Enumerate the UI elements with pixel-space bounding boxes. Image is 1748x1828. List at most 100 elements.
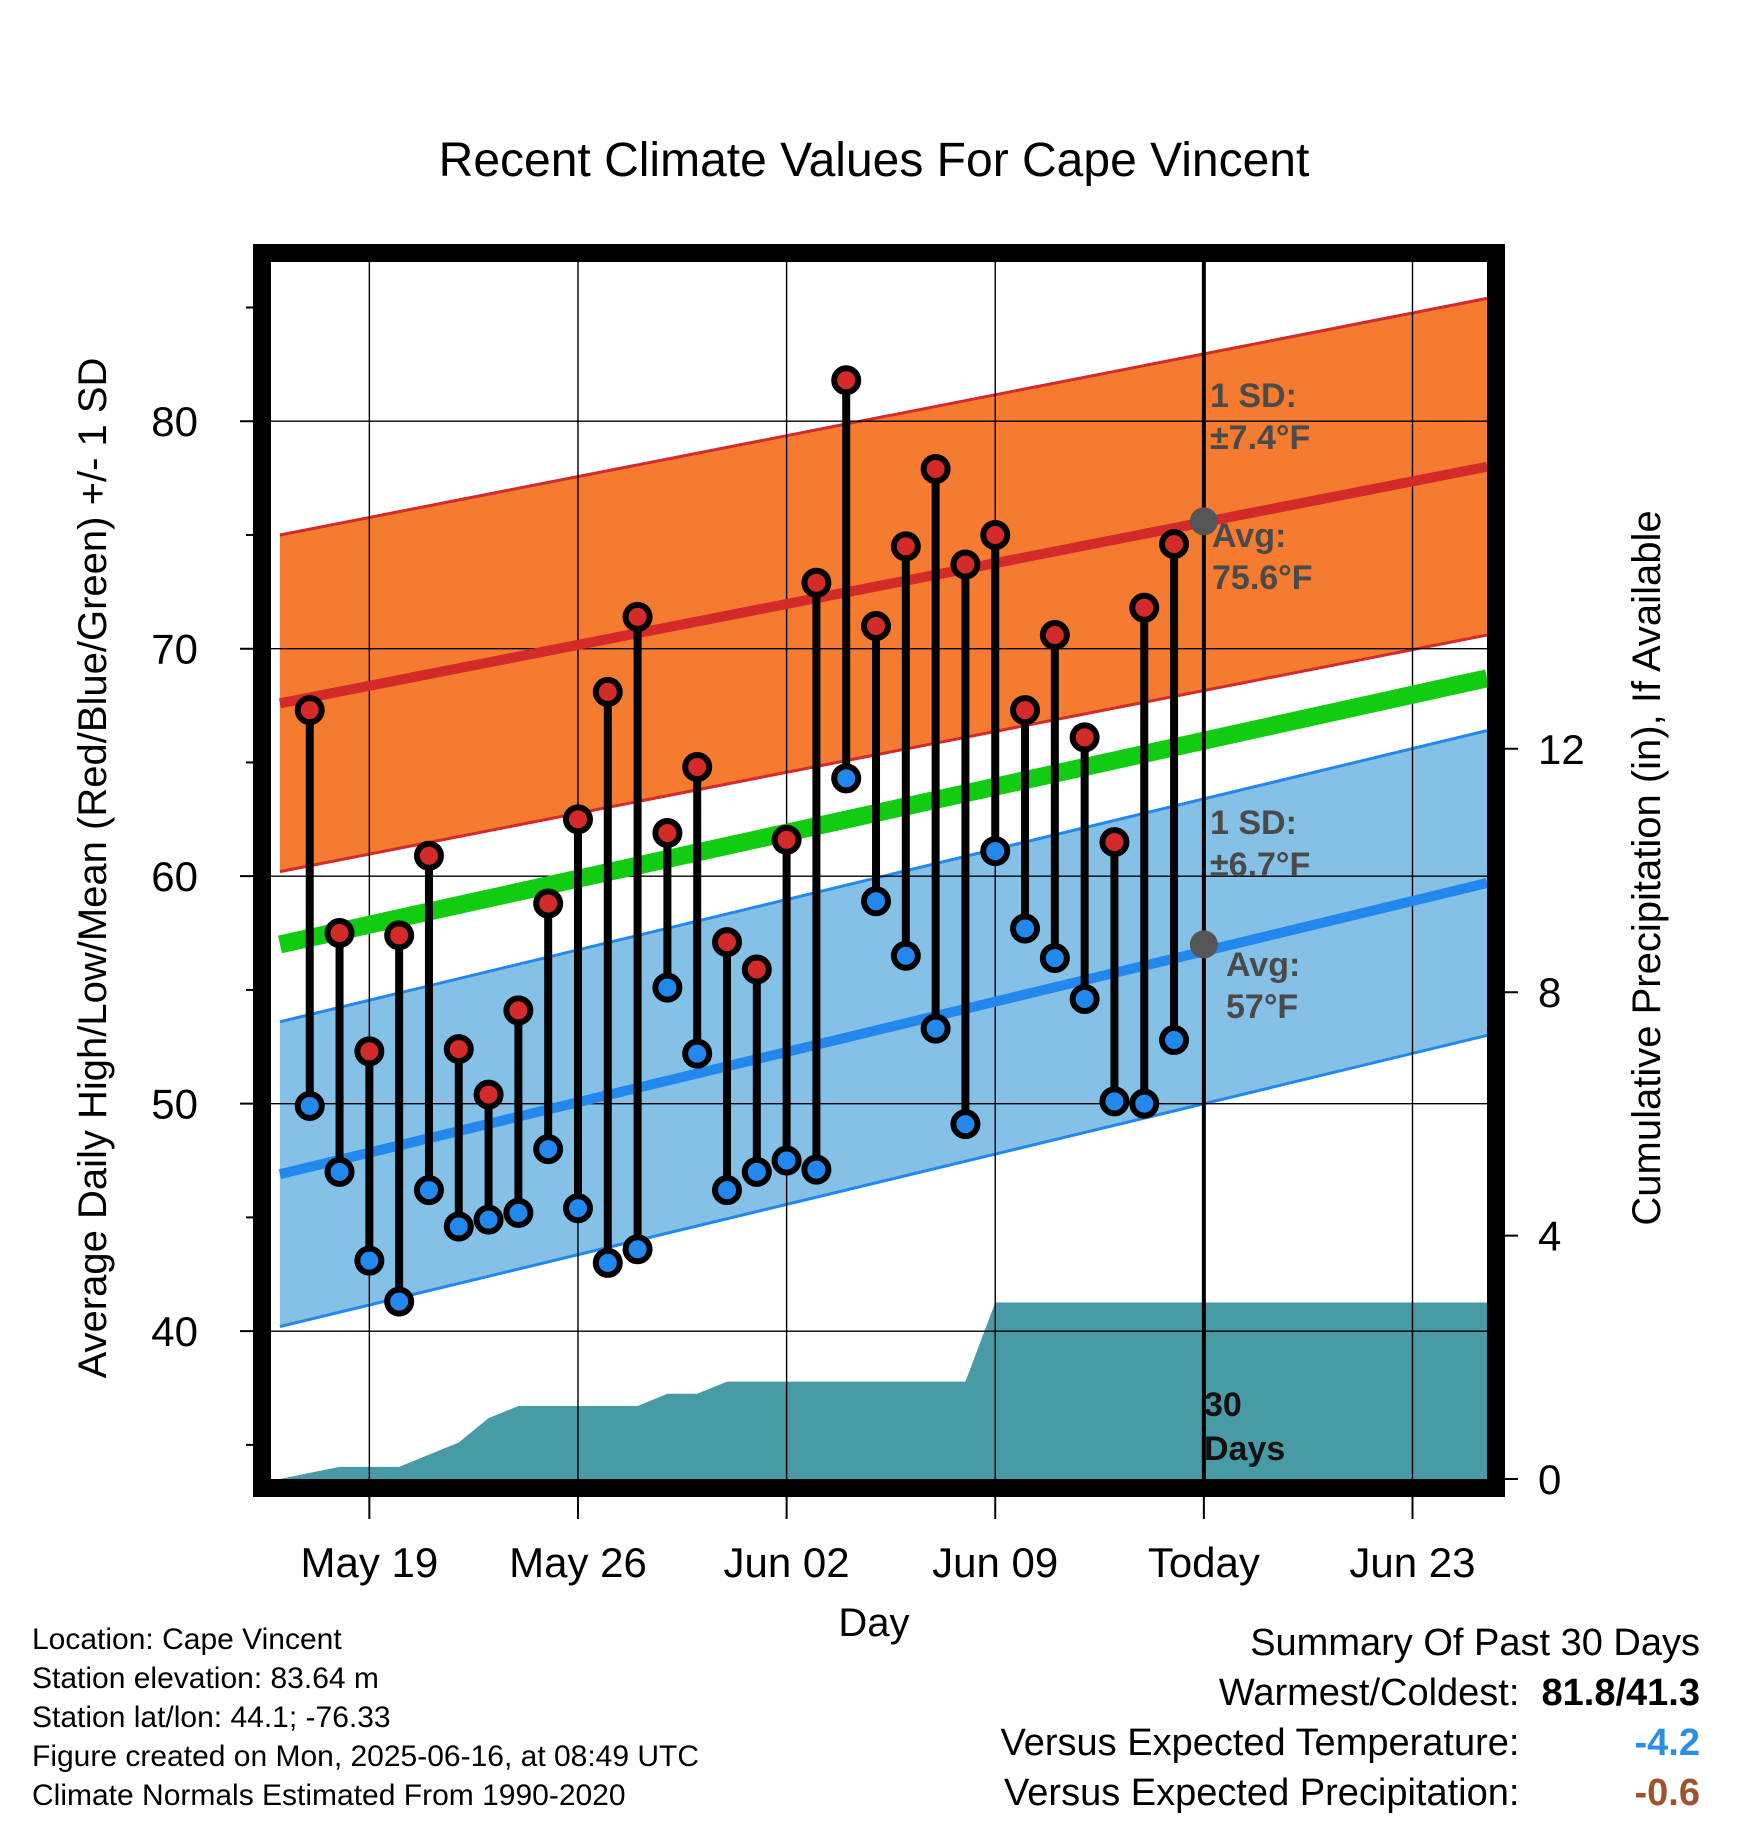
high-point-11 [622,601,653,632]
low-sd-value: ±6.7°F [1210,846,1310,884]
y2-tick-label-0: 0 [1538,1456,1561,1503]
y-tick-label-1: 50 [151,1081,198,1128]
axis-ticks: 40 50 60 70 80 0 4 8 12 May 19 May 26 Jun 02 Jun 09 T… [151,306,1585,1586]
today-high-avg-marker [1189,507,1218,536]
low-point-23 [980,836,1011,867]
annotations: 1 SD: ±7.4°F Avg: 75.6°F 1 SD: ±6.7°F Av… [1204,377,1313,1468]
high-point-5 [443,1034,474,1065]
precipitation-area [279,1302,1487,1479]
high-point-27 [1099,827,1130,858]
low-point-20 [890,940,921,971]
high-point-26 [1069,722,1100,753]
high-avg-label: Avg: [1212,517,1286,555]
y-axis-label: Average Daily High/Low/Mean (Red/Blue/Gr… [71,358,115,1379]
low-avg-label: Avg: [1226,946,1300,984]
temp-label: Versus Expected Temperature: [1000,1722,1520,1764]
high-point-13 [682,751,713,782]
precip-days-number: 30 [1204,1386,1242,1424]
low-sd-band-lower-edge [279,1033,1488,1329]
high-point-4 [413,840,444,871]
temp-value: -4.2 [1634,1722,1700,1764]
low-point-5 [443,1211,474,1242]
low-point-24 [1010,913,1041,944]
high-point-23 [980,519,1011,550]
precip-area [279,1302,1487,1479]
low-point-28 [1129,1088,1160,1119]
latlon-text: Station lat/lon: 44.1; -76.33 [32,1701,391,1734]
high-point-9 [562,804,593,835]
y2-tick-label-2: 8 [1538,969,1561,1016]
x-tick-label-0: May 19 [300,1539,438,1586]
low-point-16 [771,1145,802,1176]
y2-axis-label: Cumulative Precipitation (in), If Availa… [1625,510,1669,1225]
precip-label: Versus Expected Precipitation: [1004,1772,1520,1814]
high-point-29 [1159,529,1190,560]
x-tick-label-4: Today [1148,1539,1260,1586]
low-point-14 [712,1175,742,1206]
high-point-17 [801,567,832,598]
summary-panel: Summary Of Past 30 Days Warmest/Coldest:… [1001,1618,1700,1818]
high-sd-label: 1 SD: [1210,377,1297,415]
summary-warm-cold: Warmest/Coldest: 81.8/41.3 [1001,1668,1700,1718]
plot-frame [253,244,1505,1497]
low-point-0 [294,1090,325,1121]
high-sd-band-lower-edge [279,633,1488,874]
low-point-13 [682,1038,713,1069]
low-point-1 [324,1156,355,1187]
normal-mean-line [278,669,1489,954]
low-point-21 [920,1013,951,1044]
x-tick-label-3: Jun 09 [932,1539,1058,1586]
high-point-8 [533,888,564,919]
high-point-18 [831,365,862,396]
high-point-24 [1010,695,1041,726]
low-point-29 [1159,1024,1190,1055]
elevation-text: Station elevation: 83.64 m [32,1662,379,1695]
high-sd-band-upper-edge [279,296,1488,537]
high-avg-value: 75.6°F [1212,559,1313,597]
low-point-8 [533,1134,564,1165]
location-text: Location: Cape Vincent [32,1623,342,1656]
low-point-3 [384,1286,415,1317]
summary-precip: Versus Expected Precipitation: -0.6 [1001,1768,1700,1818]
y-tick-label-2: 60 [151,853,198,900]
precip-days-label: Days [1204,1430,1285,1468]
high-point-16 [771,824,802,855]
high-point-7 [503,995,534,1026]
high-point-15 [741,954,772,985]
x-tick-label-1: May 26 [509,1539,647,1586]
high-point-19 [861,610,892,641]
low-point-22 [950,1109,981,1140]
y2-tick-label-1: 4 [1538,1213,1561,1260]
low-point-15 [741,1156,772,1187]
low-point-9 [562,1193,593,1224]
y-tick-label-4: 80 [151,398,198,445]
high-point-10 [592,676,623,707]
y2-tick-label-3: 12 [1538,726,1585,773]
high-point-14 [712,927,742,958]
low-point-11 [622,1234,653,1265]
y-tick-label-0: 40 [151,1308,198,1355]
today-marker [1189,262,1218,1479]
low-point-19 [861,886,892,917]
high-point-25 [1039,620,1070,651]
high-point-1 [324,918,355,949]
warm-cold-label: Warmest/Coldest: [1218,1672,1520,1714]
normals-text: Climate Normals Estimated From 1990-2020 [32,1779,626,1812]
high-point-12 [652,817,683,848]
low-point-6 [473,1204,504,1235]
created-text: Figure created on Mon, 2025-06-16, at 08… [32,1740,700,1773]
today-low-avg-marker [1189,930,1218,959]
low-avg-value: 57°F [1226,988,1298,1026]
precip-value: -0.6 [1634,1772,1700,1814]
observed-temperatures [294,365,1190,1317]
high-point-20 [890,531,921,562]
x-tick-label-5: Jun 23 [1349,1539,1475,1586]
x-axis-label: Day [838,1601,909,1645]
low-point-17 [801,1154,832,1185]
high-point-21 [920,454,951,485]
low-point-2 [354,1245,385,1276]
summary-title: Summary Of Past 30 Days [1250,1622,1700,1664]
low-point-18 [831,763,862,794]
normal-high-line [278,461,1488,709]
